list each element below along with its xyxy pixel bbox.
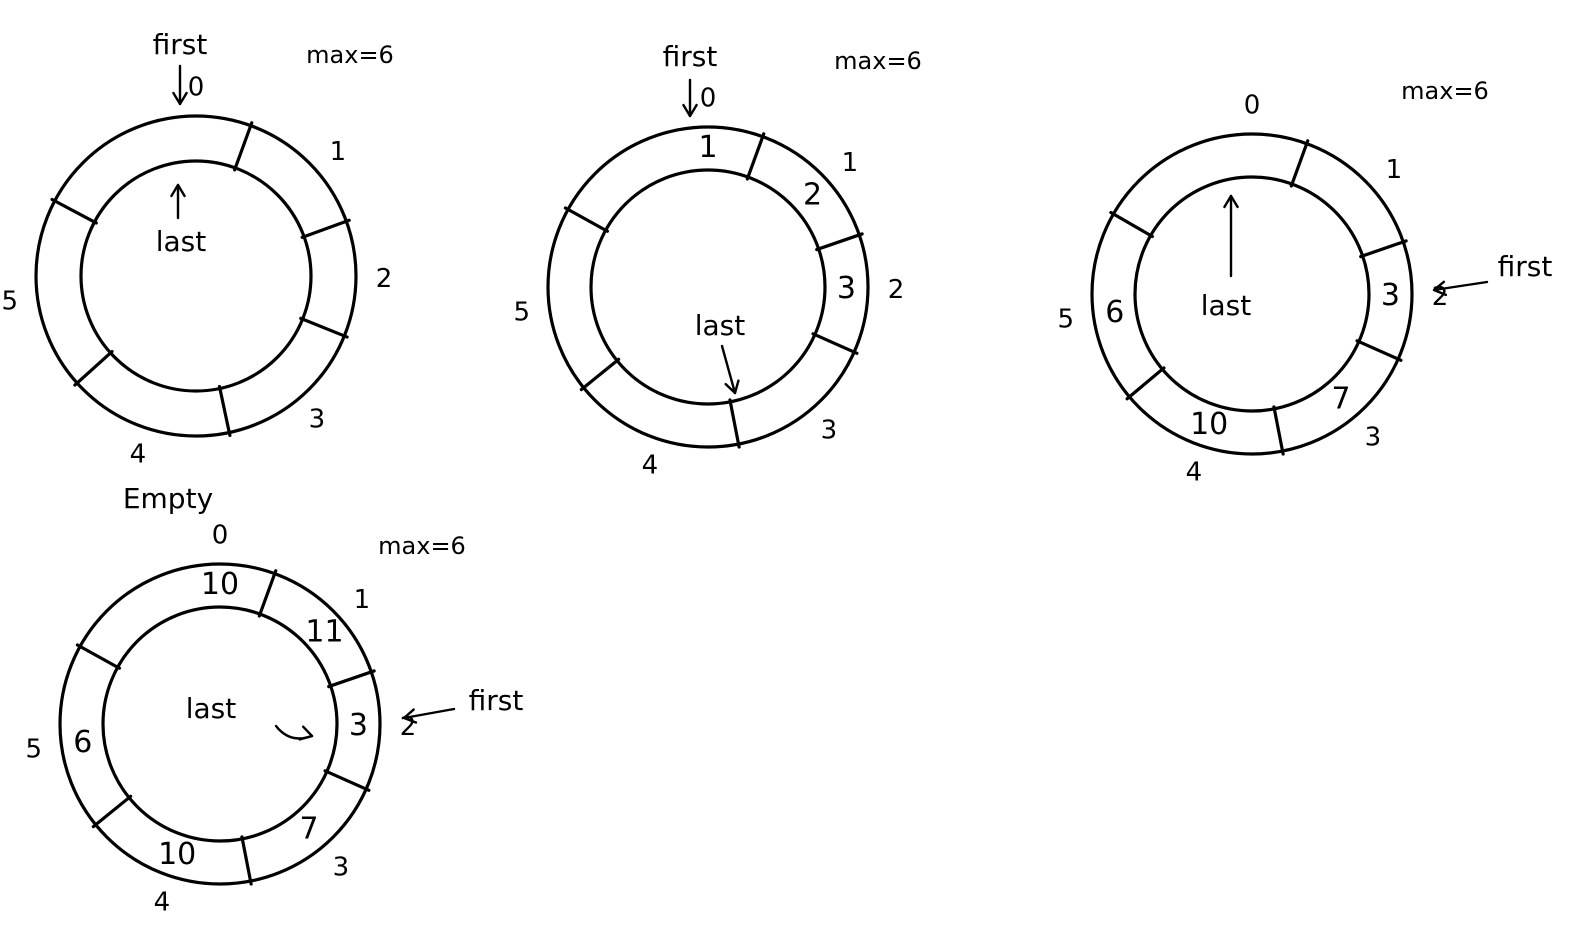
- buffer-diagram-1: 0 1 2 3 4 5 max=6 first last: [2, 28, 394, 469]
- outer-ring: [58, 562, 382, 886]
- inner-ring: [79, 159, 313, 393]
- slot-divider: [1289, 139, 1310, 188]
- slot-value: 2: [803, 178, 822, 213]
- first-label: first: [469, 684, 524, 717]
- slot-index-2: 2: [400, 712, 417, 742]
- slot-index-4: 4: [130, 439, 147, 469]
- slot-index-1: 1: [1386, 155, 1403, 185]
- max-label: max=6: [306, 41, 394, 69]
- last-label: last: [695, 309, 746, 342]
- slot-value: 6: [73, 725, 92, 760]
- slot-divider: [240, 835, 253, 886]
- slot-divider: [50, 197, 98, 225]
- slot-value: 10: [158, 837, 196, 872]
- slot-index-2: 2: [376, 264, 393, 294]
- slot-divider: [1272, 405, 1285, 456]
- slot-index-1: 1: [330, 137, 347, 167]
- slot-index-0: 0: [212, 521, 229, 551]
- slot-divider: [563, 206, 610, 233]
- first-arrow-head: [172, 91, 188, 106]
- slot-divider: [815, 232, 864, 252]
- slot-index-5: 5: [514, 298, 531, 328]
- last-label: last: [1201, 289, 1252, 322]
- slot-value: 3: [837, 271, 856, 306]
- slot-divider: [233, 121, 254, 172]
- slot-index-4: 4: [1186, 457, 1203, 487]
- outer-ring: [546, 125, 870, 449]
- slot-value: 1: [698, 130, 717, 165]
- last-arrow: [720, 344, 737, 395]
- slot-divider: [300, 218, 351, 239]
- slot-value: 7: [299, 812, 318, 847]
- inner-ring: [101, 605, 339, 843]
- slot-divider: [257, 569, 278, 618]
- slot-value: 7: [1331, 382, 1350, 417]
- slot-index-0: 0: [1244, 91, 1261, 121]
- slot-divider: [745, 132, 766, 181]
- slot-index-1: 1: [354, 585, 371, 615]
- slot-divider: [579, 357, 621, 392]
- first-label: first: [1498, 250, 1553, 283]
- max-label: max=6: [834, 47, 922, 75]
- last-arrow-head: [298, 725, 314, 741]
- max-label: max=6: [378, 532, 466, 560]
- first-arrow-head: [402, 708, 418, 724]
- slot-divider: [217, 384, 232, 438]
- slot-divider: [91, 794, 133, 829]
- max-label: max=6: [1401, 77, 1489, 105]
- slot-divider: [327, 669, 376, 689]
- last-arrow-head: [724, 379, 740, 395]
- first-label: first: [153, 28, 208, 61]
- slot-divider: [811, 332, 859, 355]
- slot-index-1: 1: [842, 148, 859, 178]
- slot-index-3: 3: [333, 853, 350, 883]
- slot-index-5: 5: [1058, 305, 1075, 335]
- slot-divider: [1359, 239, 1408, 259]
- state-label: Empty: [123, 482, 213, 515]
- slot-divider: [323, 769, 371, 792]
- slot-value: 10: [1190, 407, 1228, 442]
- inner-ring: [1133, 175, 1371, 413]
- slot-index-2: 2: [888, 275, 905, 305]
- slot-divider: [1125, 366, 1166, 401]
- slot-divider: [75, 643, 122, 670]
- last-label: last: [156, 225, 207, 258]
- slot-divider: [299, 316, 349, 339]
- slot-index-5: 5: [26, 735, 43, 765]
- last-arrow-head: [170, 183, 186, 198]
- slot-divider: [1109, 210, 1155, 239]
- slot-value: 3: [1381, 278, 1400, 313]
- slot-divider: [1355, 339, 1403, 362]
- first-arrow: [1432, 280, 1489, 292]
- slot-index-3: 3: [1365, 423, 1382, 453]
- slot-index-5: 5: [2, 287, 19, 317]
- first-label: first: [663, 40, 718, 73]
- last-arrow-head: [1223, 194, 1239, 209]
- outer-ring: [34, 114, 358, 438]
- slot-value: 6: [1105, 295, 1124, 330]
- first-arrow-head: [1432, 280, 1448, 297]
- slot-value: 3: [349, 708, 368, 743]
- first-arrow: [402, 707, 456, 720]
- slot-index-4: 4: [642, 450, 659, 480]
- slot-index-0: 0: [700, 84, 717, 114]
- slot-index-4: 4: [154, 887, 171, 917]
- slot-value: 10: [201, 567, 239, 602]
- slot-divider: [73, 350, 114, 387]
- slot-value: 11: [305, 615, 343, 650]
- outer-ring: [1090, 132, 1414, 456]
- slot-index-0: 0: [188, 73, 205, 103]
- slot-index-3: 3: [821, 416, 838, 446]
- first-arrow-head: [682, 103, 698, 118]
- slot-divider: [728, 398, 741, 449]
- inner-ring: [589, 168, 827, 406]
- last-label: last: [186, 692, 237, 725]
- slot-index-3: 3: [309, 405, 326, 435]
